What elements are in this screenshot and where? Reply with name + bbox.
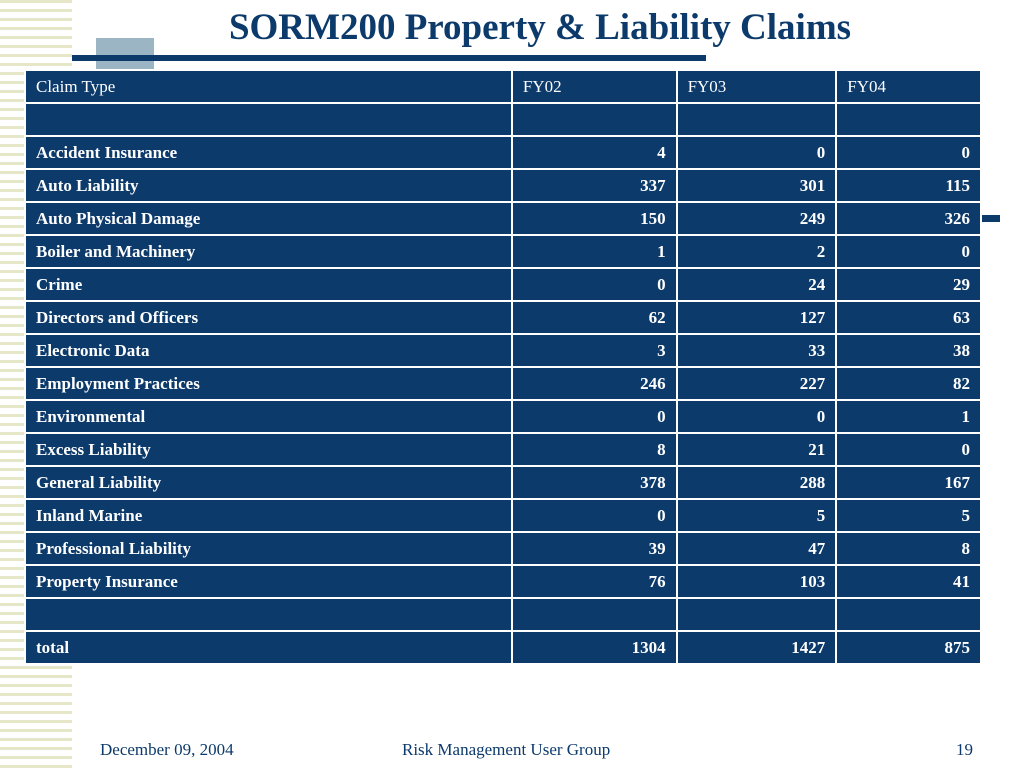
slide-title: SORM200 Property & Liability Claims	[228, 7, 852, 48]
table-row: Auto Liability 337 301 115	[24, 168, 982, 203]
claim-count-cell: 301	[675, 168, 838, 203]
table-row: Excess Liability 8 21 0	[24, 432, 982, 467]
claim-count-cell: 0	[675, 135, 838, 170]
claim-count-cell: 5	[835, 498, 982, 533]
claim-count-cell: 82	[835, 366, 982, 401]
table-header-row: Claim Type FY02 FY03 FY04	[24, 69, 982, 104]
claim-count-cell: 0	[835, 234, 982, 269]
table-row	[24, 102, 982, 137]
claim-count-cell: 0	[510, 267, 678, 302]
claim-count-cell	[510, 597, 678, 632]
claim-count-cell: 8	[510, 432, 678, 467]
table-body: Accident Insurance 4 0 0 Auto Liability 337 30…	[24, 102, 982, 665]
table-row: General Liability 378 288 167	[24, 465, 982, 500]
claims-table: Claim Type FY02 FY03 FY04 Accident Insur…	[24, 69, 982, 665]
table-row: Directors and Officers 62 127 63	[24, 300, 982, 335]
claim-count-cell: 8	[835, 531, 982, 566]
claim-count-cell: 0	[835, 432, 982, 467]
claim-count-cell: 39	[510, 531, 678, 566]
claim-count-cell: 249	[675, 201, 838, 236]
claim-count-cell: 38	[835, 333, 982, 368]
claim-type-cell: Property Insurance	[24, 564, 513, 599]
claim-count-cell: 24	[675, 267, 838, 302]
claim-count-cell	[675, 102, 838, 137]
header-fy04: FY04	[835, 69, 982, 104]
claim-count-cell: 167	[835, 465, 982, 500]
claim-count-cell: 378	[510, 465, 678, 500]
claim-count-cell: 875	[835, 630, 982, 665]
claim-type-cell: total	[24, 630, 513, 665]
claim-count-cell: 1427	[675, 630, 838, 665]
claim-count-cell: 0	[835, 135, 982, 170]
claim-count-cell: 246	[510, 366, 678, 401]
claim-count-cell: 326	[835, 201, 982, 236]
claim-count-cell	[675, 597, 838, 632]
page-number: 19	[956, 740, 973, 759]
table-row: Electronic Data 3 33 38	[24, 333, 982, 368]
claim-count-cell: 41	[835, 564, 982, 599]
header-fy03: FY03	[675, 69, 838, 104]
table-row: Inland Marine 0 5 5	[24, 498, 982, 533]
claim-type-cell: Excess Liability	[24, 432, 513, 467]
claim-count-cell: 127	[675, 300, 838, 335]
claim-count-cell: 33	[675, 333, 838, 368]
claim-type-cell: Directors and Officers	[24, 300, 513, 335]
claim-count-cell: 29	[835, 267, 982, 302]
header-claim-type: Claim Type	[24, 69, 513, 104]
claim-count-cell: 5	[675, 498, 838, 533]
claim-type-cell: Auto Liability	[24, 168, 513, 203]
table-row: Accident Insurance 4 0 0	[24, 135, 982, 170]
claim-count-cell: 1	[510, 234, 678, 269]
table-row	[24, 597, 982, 632]
claim-count-cell: 63	[835, 300, 982, 335]
claim-count-cell: 0	[510, 399, 678, 434]
claim-count-cell: 103	[675, 564, 838, 599]
table-row: Employment Practices 246 227 82	[24, 366, 982, 401]
claim-count-cell: 288	[675, 465, 838, 500]
claim-count-cell: 3	[510, 333, 678, 368]
table-row: Environmental 0 0 1	[24, 399, 982, 434]
table-row: Professional Liability 39 47 8	[24, 531, 982, 566]
claim-type-cell: Electronic Data	[24, 333, 513, 368]
claim-count-cell: 337	[510, 168, 678, 203]
title-underline	[72, 55, 706, 61]
table-row: total 1304 1427 875	[24, 630, 982, 665]
table-row: Property Insurance 76 103 41	[24, 564, 982, 599]
header-fy02: FY02	[510, 69, 678, 104]
claim-count-cell: 1304	[510, 630, 678, 665]
claim-type-cell: Accident Insurance	[24, 135, 513, 170]
claim-count-cell: 4	[510, 135, 678, 170]
claim-count-cell	[835, 102, 982, 137]
claim-count-cell: 150	[510, 201, 678, 236]
claim-count-cell	[510, 102, 678, 137]
claim-count-cell: 0	[510, 498, 678, 533]
claim-count-cell: 47	[675, 531, 838, 566]
claim-type-cell	[24, 102, 513, 137]
claim-count-cell: 2	[675, 234, 838, 269]
right-accent-bar	[975, 215, 1000, 222]
claim-type-cell: Crime	[24, 267, 513, 302]
footer-date: December 09, 2004	[100, 740, 234, 759]
claim-type-cell: General Liability	[24, 465, 513, 500]
claim-count-cell: 21	[675, 432, 838, 467]
table-row: Boiler and Machinery 1 2 0	[24, 234, 982, 269]
claim-count-cell: 1	[835, 399, 982, 434]
claim-type-cell: Professional Liability	[24, 531, 513, 566]
claim-count-cell	[835, 597, 982, 632]
claim-type-cell: Environmental	[24, 399, 513, 434]
claim-type-cell: Auto Physical Damage	[24, 201, 513, 236]
claim-type-cell	[24, 597, 513, 632]
claim-count-cell: 0	[675, 399, 838, 434]
claim-count-cell: 115	[835, 168, 982, 203]
claim-type-cell: Employment Practices	[24, 366, 513, 401]
claim-count-cell: 227	[675, 366, 838, 401]
table-row: Crime 0 24 29	[24, 267, 982, 302]
footer-group-name: Risk Management User Group	[402, 740, 611, 759]
claim-count-cell: 76	[510, 564, 678, 599]
claim-type-cell: Boiler and Machinery	[24, 234, 513, 269]
claim-count-cell: 62	[510, 300, 678, 335]
table-row: Auto Physical Damage 150 249 326	[24, 201, 982, 236]
claim-type-cell: Inland Marine	[24, 498, 513, 533]
